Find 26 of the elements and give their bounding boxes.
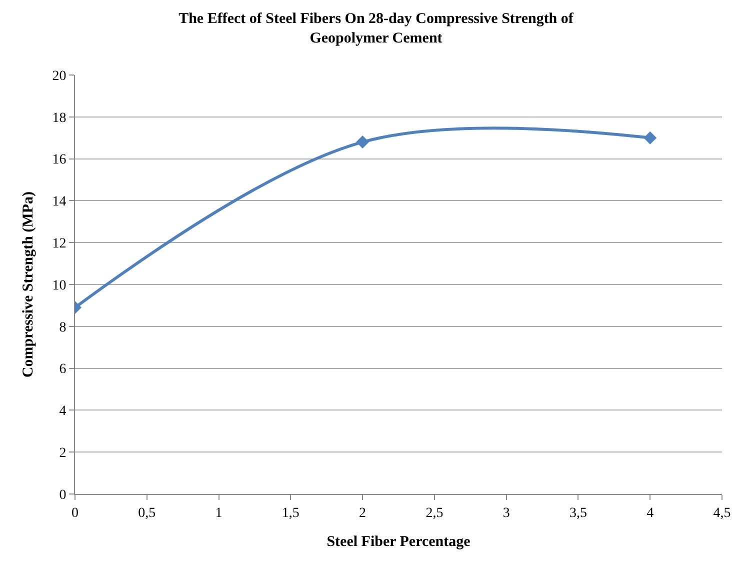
point <box>644 131 657 144</box>
x-tick-label: 0,5 <box>138 506 156 521</box>
y-axis-title: Compressive Strength (MPa) <box>20 191 36 378</box>
x-tick-label: 2,5 <box>426 506 444 521</box>
y-tick-label: 12 <box>52 236 66 252</box>
x-tick-label: 1 <box>215 506 222 521</box>
y-tick-label: 14 <box>52 194 66 210</box>
x-tick-label: 1,5 <box>282 506 300 521</box>
x-tick-label: 2 <box>359 506 366 521</box>
y-tick-label: 20 <box>52 68 66 84</box>
y-tick-label: 6 <box>59 362 66 378</box>
point <box>356 136 370 149</box>
x-tick-label: 3,5 <box>569 506 587 521</box>
x-tick-label: 4 <box>646 506 654 521</box>
y-tick-label: 0 <box>59 488 66 503</box>
y-tick-label: 10 <box>52 278 66 294</box>
x-tick-label: 0 <box>72 506 78 521</box>
y-tick-label: 2 <box>59 446 66 461</box>
y-tick-label: 16 <box>52 152 66 168</box>
y-tick-label: 18 <box>52 110 66 126</box>
y-tick-label: 4 <box>59 404 66 420</box>
x-tick-label: 4,5 <box>713 506 731 521</box>
x-axis-title: Steel Fiber Percentage <box>326 534 471 550</box>
y-tick-label: 8 <box>59 320 66 336</box>
chart-title: The Effect of Steel Fibers On 28-day Compressive Strength of Geopolymer Cement <box>178 10 574 46</box>
x-tick-label: 3 <box>502 506 510 521</box>
